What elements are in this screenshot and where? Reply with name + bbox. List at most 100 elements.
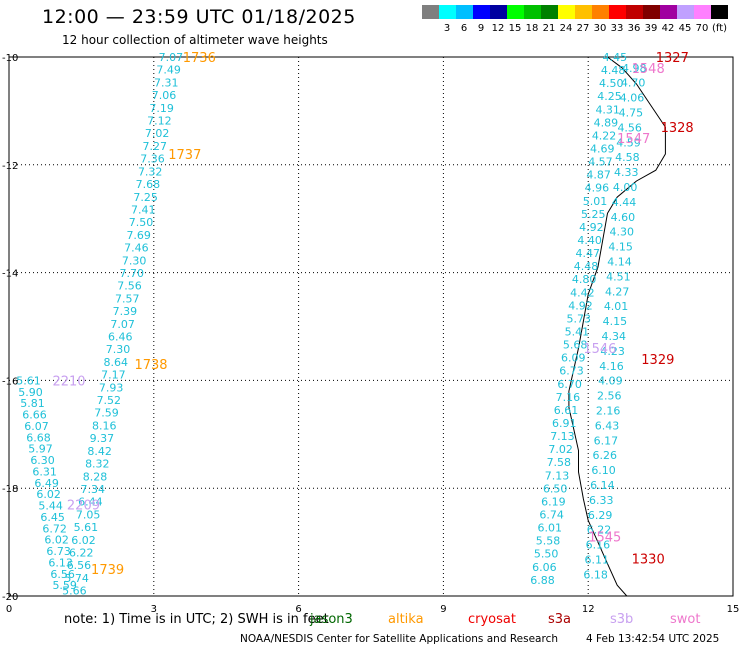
x-tick-label: 6 <box>295 604 301 612</box>
color-swatch-label: 36 <box>627 23 641 34</box>
pass-time-label: 1330 <box>632 552 665 567</box>
cryosat-track-value: 4.31 <box>595 103 620 116</box>
cryosat-track-value: 7.13 <box>545 469 570 482</box>
cryosat-track-value: 4.96 <box>585 182 610 195</box>
cryosat-track-value: 4.98 <box>622 62 647 75</box>
pass-time-label: 1738 <box>134 358 167 373</box>
x-tick-label: 3 <box>151 604 157 612</box>
y-tick-label: -20 <box>2 592 18 603</box>
color-swatch-label: 24 <box>559 23 573 34</box>
pass-time-label: 1739 <box>91 563 124 578</box>
y-tick-label: -10 <box>2 53 18 64</box>
altika-track-value: 7.31 <box>154 76 179 89</box>
cryosat-track-value: 6.19 <box>541 495 566 508</box>
altika-track-value: 6.56 <box>50 568 75 581</box>
altika-track-value: 7.32 <box>138 165 163 178</box>
altika-track-value: 6.02 <box>71 534 96 547</box>
altika-track-value: 7.19 <box>149 102 174 115</box>
color-swatch <box>439 5 456 19</box>
altika-track-value: 7.50 <box>129 216 154 229</box>
satellite-legend-cryosat: cryosat <box>468 612 516 627</box>
altika-track-value: 7.93 <box>99 381 124 394</box>
altika-track-value: 7.57 <box>115 292 139 305</box>
color-swatch-label: 33 <box>610 23 624 34</box>
altika-track-value: 5.59 <box>52 579 77 592</box>
altika-track-value: 7.02 <box>145 127 170 140</box>
altika-track-value: 6.31 <box>32 465 57 478</box>
cryosat-track-value: 4.58 <box>615 151 640 164</box>
y-tick-label: -16 <box>2 376 18 387</box>
color-swatch <box>541 5 558 19</box>
altika-track-value: 6.02 <box>36 488 61 501</box>
cryosat-track-value: 7.02 <box>548 443 573 456</box>
cryosat-track-value: 4.27 <box>605 285 630 298</box>
pass-time-label: 2209 <box>67 498 100 513</box>
cryosat-track-value: 7.13 <box>550 430 575 443</box>
altika-track-value: 5.44 <box>38 500 63 513</box>
cryosat-track-value: 6.26 <box>592 449 617 462</box>
cryosat-track-value: 4.15 <box>608 241 633 254</box>
cryosat-track-value: 6.43 <box>595 419 620 432</box>
color-swatch-label: 30 <box>593 23 607 34</box>
color-swatch-label: 21 <box>542 23 556 34</box>
cryosat-track-value: 4.30 <box>609 226 634 239</box>
cryosat-track-value: 7.58 <box>547 456 572 469</box>
cryosat-track-value: 4.23 <box>600 345 625 358</box>
cryosat-track-value: 4.89 <box>594 116 619 129</box>
cryosat-track-value: 6.88 <box>530 574 555 587</box>
cryosat-track-value: 6.70 <box>557 378 582 391</box>
cryosat-track-value: 4.51 <box>606 270 631 283</box>
cryosat-track-value: 4.50 <box>599 77 624 90</box>
color-swatch <box>558 5 575 19</box>
cryosat-track-value: 5.68 <box>563 339 588 352</box>
pass-time-label: 1546 <box>583 342 616 357</box>
altika-track-value: 7.17 <box>101 369 126 382</box>
altika-track-value: 8.42 <box>87 445 112 458</box>
cryosat-track-value: 4.44 <box>612 196 637 209</box>
altika-track-value: 6.56 <box>67 559 92 572</box>
cryosat-track-value: 6.50 <box>543 482 568 495</box>
altika-track-value: 6.44 <box>78 496 103 509</box>
altika-track-value: 6.68 <box>26 431 51 444</box>
color-swatch <box>473 5 490 19</box>
altika-track-value: 5.81 <box>20 397 45 410</box>
altika-track-value: 7.69 <box>126 229 150 242</box>
pass-time-label: 2210 <box>52 374 85 389</box>
color-swatch <box>626 5 643 19</box>
altika-track-value: 5.66 <box>62 585 87 598</box>
altika-track-value: 6.46 <box>108 331 133 344</box>
cryosat-track-value: 4.16 <box>599 360 624 373</box>
altika-track-value: 6.02 <box>44 534 68 547</box>
cryosat-track-value: 4.06 <box>620 92 645 105</box>
cryosat-track-value: 6.18 <box>583 568 608 581</box>
altika-track-value: 7.36 <box>140 153 165 166</box>
cryosat-track-value: 4.47 <box>576 247 601 260</box>
satellite-legend-jason3: jason3 <box>310 612 353 627</box>
color-swatch <box>643 5 660 19</box>
cryosat-track-value: 6.73 <box>559 365 584 378</box>
coastline <box>568 56 666 597</box>
cryosat-track-value: 6.11 <box>585 554 610 567</box>
altika-track-value: 7.30 <box>106 343 131 356</box>
altika-track-value: 7.52 <box>97 394 122 407</box>
color-swatch <box>422 5 439 19</box>
cryosat-track-value: 4.33 <box>614 166 639 179</box>
cryosat-track-value: 4.57 <box>588 156 613 169</box>
cryosat-track-value: 2.56 <box>597 390 622 403</box>
altika-track-value: 5.74 <box>64 572 89 585</box>
color-swatch-label: 6 <box>460 23 468 34</box>
altika-track-value: 5.61 <box>74 521 99 534</box>
altika-track-value: 7.25 <box>133 191 158 204</box>
cryosat-track-value: 4.09 <box>598 375 623 388</box>
color-swatch-label: 70 <box>695 23 709 34</box>
altika-track-value: 7.05 <box>76 508 101 521</box>
cryosat-track-value: 4.56 <box>617 121 642 134</box>
cryosat-track-value: 4.14 <box>607 256 632 269</box>
satellite-legend-s3a: s3a <box>548 612 572 627</box>
altika-track-value: 6.22 <box>69 546 94 559</box>
color-swatch-label: 12 <box>491 23 505 34</box>
altika-track-value: 7.68 <box>136 178 161 191</box>
altika-track-value: 7.59 <box>94 407 119 420</box>
y-tick-label: -18 <box>2 484 18 495</box>
altika-track-value: 5.61 <box>16 374 40 387</box>
